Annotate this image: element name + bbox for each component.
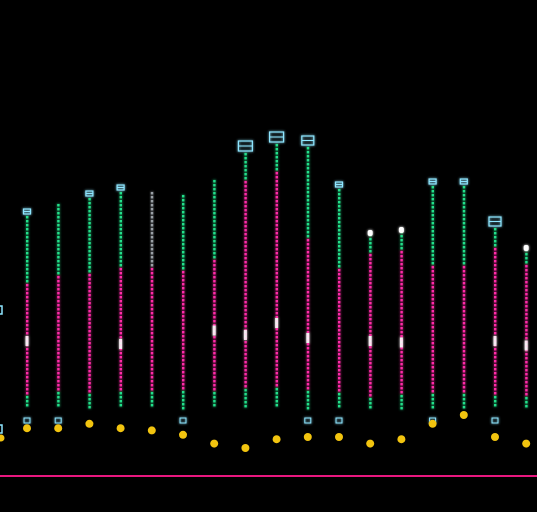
bar-cap-white [523, 245, 529, 251]
spectrum-bar [398, 227, 404, 410]
spectrum-bar [150, 192, 154, 407]
spectrum-bar [22, 208, 32, 424]
spectrum-bar [269, 131, 285, 407]
spectrum-bar [523, 245, 529, 408]
spectrum-bar [116, 184, 125, 407]
spectrum-bar [301, 135, 315, 424]
spectrum-bar [54, 204, 62, 424]
level-dot [116, 424, 125, 433]
spectrum-bar [237, 140, 253, 408]
bar-lower-marker [179, 417, 187, 424]
bar-peak-highlight [119, 339, 123, 349]
bar-lower-marker [491, 417, 499, 424]
bar-lower-marker [54, 417, 62, 424]
edge-dot [0, 434, 5, 442]
level-dot [303, 433, 312, 441]
level-dot [85, 419, 94, 428]
level-dot [522, 439, 531, 448]
spectrum-bar [334, 181, 344, 424]
bar-lower-marker [304, 417, 312, 424]
spectrum-bar [459, 178, 468, 409]
bar-peak-highlight [399, 337, 403, 348]
bar-peak-highlight [524, 340, 528, 351]
level-dot [335, 433, 343, 441]
bar-peak-highlight [368, 336, 372, 346]
bar-peak-highlight [212, 325, 216, 336]
bar-peak-highlight [306, 333, 310, 343]
level-dot [272, 435, 281, 444]
level-dot [241, 444, 250, 452]
bar-peak-highlight [243, 330, 247, 340]
bar-lower-marker [335, 417, 343, 424]
spectrum-bar [212, 180, 216, 407]
spectrum-bar [179, 195, 187, 424]
edge-cap-marker [0, 305, 3, 315]
bar-lower-marker [23, 417, 31, 424]
edge-lower-marker [0, 424, 3, 434]
bar-peak-highlight [275, 318, 279, 328]
level-dot [491, 433, 499, 441]
spectrum-bar [428, 178, 437, 424]
bar-peak-highlight [493, 336, 497, 346]
level-dot [366, 439, 375, 448]
level-dot [459, 411, 468, 419]
bar-cap-white [398, 227, 404, 233]
bar-cap-white [367, 230, 373, 236]
spectrum-bar [367, 230, 373, 409]
spectrum-bar [488, 216, 502, 424]
level-dot [428, 419, 437, 428]
level-dot [147, 426, 156, 435]
level-dot [179, 430, 187, 439]
bar-peak-highlight [25, 336, 29, 346]
level-dot [54, 424, 63, 433]
level-dot [397, 435, 406, 444]
spectrum-bar [85, 190, 94, 409]
level-dot [210, 439, 219, 448]
level-dot [23, 424, 31, 433]
